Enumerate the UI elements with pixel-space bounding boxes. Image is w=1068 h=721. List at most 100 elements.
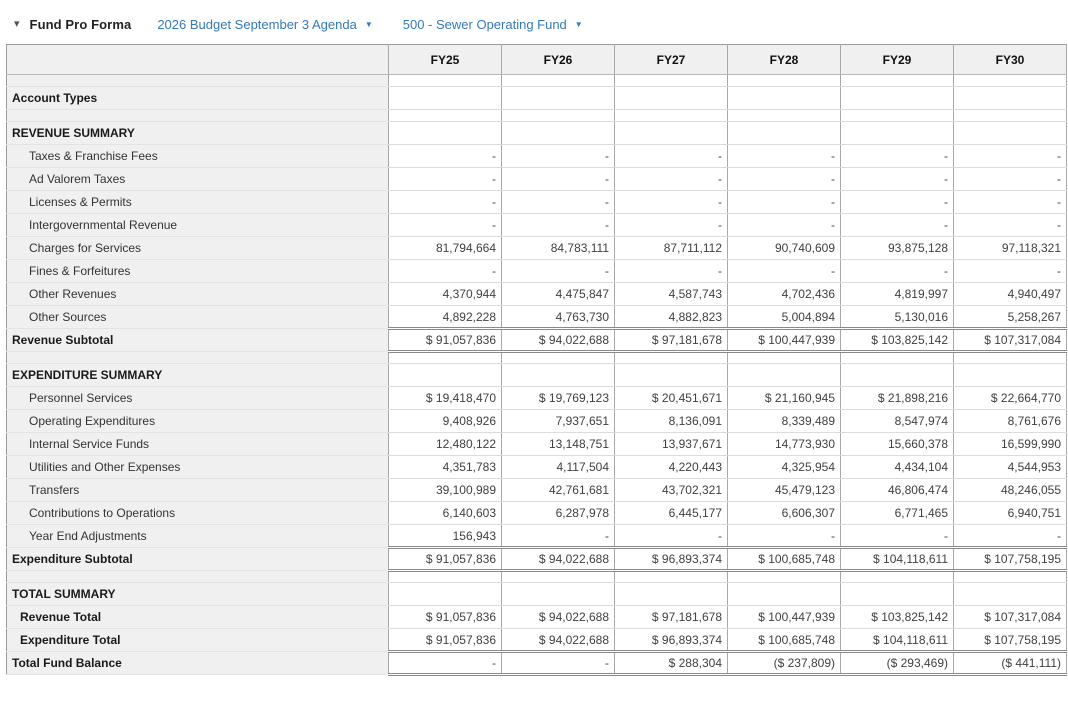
cell-fy29: 93,875,128 [840,236,954,260]
table-row: Year End Adjustments 156,943- - - - - [6,524,1067,548]
cell-fy27: $ 97,181,678 [614,327,728,353]
cell-fy28 [727,363,841,387]
cell-fy26: - [501,650,615,676]
cell-fy27: - [614,213,728,237]
cell-fy28: $ 100,447,939 [727,327,841,353]
table-row: Total Fund Balance - - $ 288,304 ($ 237,809)… [6,650,1067,676]
cell-fy27: - [614,259,728,283]
table-row: Contributions to Operations 6,140,603 6,28… [6,501,1067,525]
cell-fy30: - [953,190,1067,214]
row-label [6,351,389,364]
cell-fy26 [501,351,615,364]
cell-fy29: 6,771,465 [840,501,954,525]
cell-fy25: 4,892,228 [388,305,502,329]
row-label: Fines & Forfeitures [6,259,389,283]
cell-fy29: ($ 293,469) [840,650,954,676]
cell-fy29: 15,660,378 [840,432,954,456]
cell-fy25: 81,794,664 [388,236,502,260]
cell-fy28: 14,773,930 [727,432,841,456]
row-label: Contributions to Operations [6,501,389,525]
table-row: Operating Expenditures 9,408,926 7,937,651… [6,409,1067,433]
row-label [6,74,389,87]
cell-fy26: - [501,190,615,214]
cell-fy25: - [388,190,502,214]
cell-fy27 [614,74,728,87]
table-row: Intergovernmental Revenue - - - - - - [6,213,1067,237]
cell-fy27 [614,121,728,145]
row-label: Taxes & Franchise Fees [6,144,389,168]
cell-fy29: 5,130,016 [840,305,954,329]
cell-fy25 [388,351,502,364]
cell-fy26: 4,475,847 [501,282,615,306]
cell-fy28 [727,109,841,122]
cell-fy28: - [727,524,841,548]
cell-fy29: - [840,167,954,191]
cell-fy26: 4,117,504 [501,455,615,479]
cell-fy30: 16,599,990 [953,432,1067,456]
cell-fy27: 8,136,091 [614,409,728,433]
cell-fy26: $ 94,022,688 [501,327,615,353]
fund-dropdown[interactable]: 500 - Sewer Operating Fund ▼ [403,17,583,32]
cell-fy27: $ 288,304 [614,650,728,676]
cell-fy26: $ 19,769,123 [501,386,615,410]
cell-fy25: $ 91,057,836 [388,628,502,652]
cell-fy26 [501,582,615,606]
cell-fy30: 97,118,321 [953,236,1067,260]
chevron-down-icon: ▼ [364,20,373,29]
row-label: Other Revenues [6,282,389,306]
cell-fy29: - [840,144,954,168]
row-label: Transfers [6,478,389,502]
cell-fy28 [727,582,841,606]
cell-fy28 [727,74,841,87]
cell-fy28 [727,351,841,364]
table-row: Charges for Services 81,794,664 84,783,111… [6,236,1067,260]
cell-fy29 [840,363,954,387]
cell-fy25: $ 91,057,836 [388,605,502,629]
cell-fy29: $ 103,825,142 [840,327,954,353]
table-row [6,109,1067,122]
cell-fy27: 6,445,177 [614,501,728,525]
table-row: Fines & Forfeitures - - - - - - [6,259,1067,283]
cell-fy25: 39,100,989 [388,478,502,502]
cell-fy30: $ 107,758,195 [953,546,1067,572]
cell-fy30 [953,121,1067,145]
cell-fy28: - [727,259,841,283]
cell-fy29 [840,86,954,110]
cell-fy30 [953,351,1067,364]
cell-fy29: 8,547,974 [840,409,954,433]
cell-fy27: $ 96,893,374 [614,546,728,572]
row-label [6,109,389,122]
cell-fy29: 4,819,997 [840,282,954,306]
cell-fy30 [953,86,1067,110]
cell-fy25 [388,582,502,606]
table-row: Revenue Total $ 91,057,836 $ 94,022,688 $ 9… [6,605,1067,629]
page-title: Fund Pro Forma [29,16,132,32]
collapse-section-icon[interactable]: ▾ [14,17,20,30]
cell-fy29: - [840,524,954,548]
cell-fy26: - [501,167,615,191]
table-row: Licenses & Permits - - - - - - [6,190,1067,214]
cell-fy27: - [614,167,728,191]
cell-fy28: - [727,213,841,237]
column-header-fy25: FY25 [388,44,502,75]
cell-fy29: - [840,190,954,214]
cell-fy29: $ 103,825,142 [840,605,954,629]
row-label: Licenses & Permits [6,190,389,214]
row-label: Operating Expenditures [6,409,389,433]
cell-fy30: $ 22,664,770 [953,386,1067,410]
cell-fy30: - [953,167,1067,191]
cell-fy28: $ 21,160,945 [727,386,841,410]
table-row: REVENUE SUMMARY [6,121,1067,145]
row-label: Charges for Services [6,236,389,260]
budget-version-dropdown[interactable]: 2026 Budget September 3 Agenda ▼ [157,17,372,32]
row-label: Other Sources [6,305,389,329]
cell-fy28: 8,339,489 [727,409,841,433]
row-label [6,570,389,583]
budget-version-dropdown-label: 2026 Budget September 3 Agenda [157,16,357,32]
cell-fy30: $ 107,758,195 [953,628,1067,652]
cell-fy26: 42,761,681 [501,478,615,502]
corner-header-cell [6,44,389,75]
cell-fy25: - [388,144,502,168]
row-label: REVENUE SUMMARY [6,121,389,145]
cell-fy29: $ 21,898,216 [840,386,954,410]
